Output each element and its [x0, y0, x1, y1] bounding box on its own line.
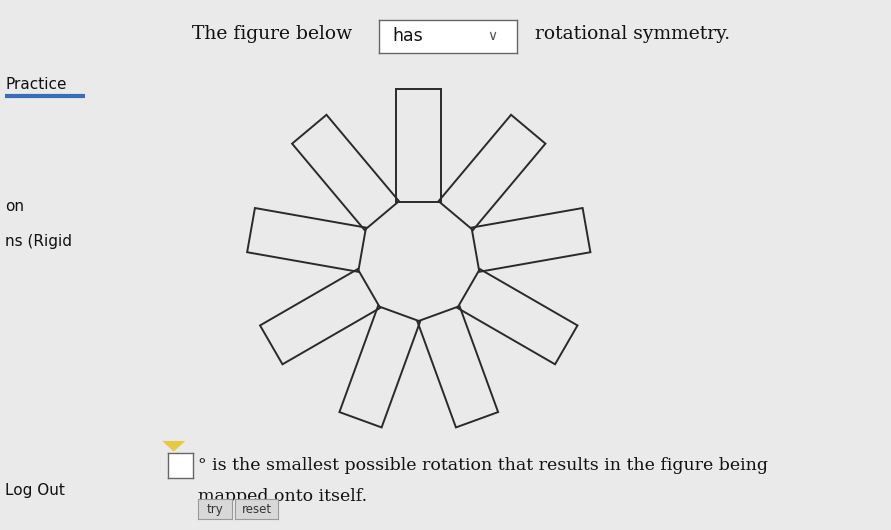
Text: on: on	[5, 199, 24, 214]
Text: Log Out: Log Out	[5, 483, 65, 498]
Polygon shape	[162, 441, 185, 452]
Text: ns (Rigid: ns (Rigid	[5, 234, 72, 249]
Text: rotational symmetry.: rotational symmetry.	[535, 25, 730, 43]
Text: mapped onto itself.: mapped onto itself.	[198, 488, 367, 505]
Text: has: has	[393, 28, 423, 45]
Text: The figure below: The figure below	[192, 25, 352, 43]
Text: reset: reset	[241, 503, 272, 516]
Text: ∨: ∨	[486, 29, 497, 43]
Text: ° is the smallest possible rotation that results in the figure being: ° is the smallest possible rotation that…	[198, 457, 768, 474]
Text: Practice: Practice	[5, 77, 67, 92]
Text: try: try	[207, 503, 223, 516]
